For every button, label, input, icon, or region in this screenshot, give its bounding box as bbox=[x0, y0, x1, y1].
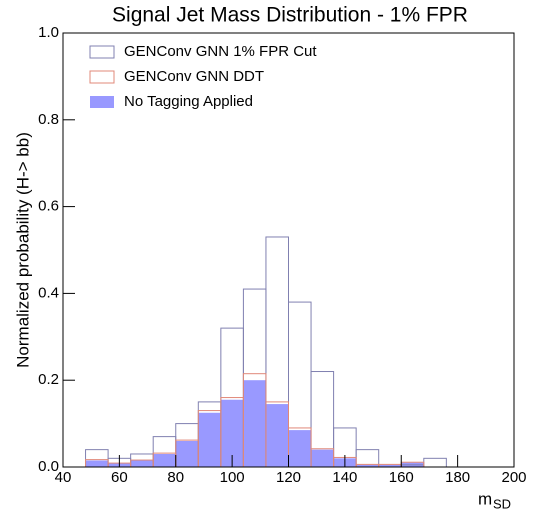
bar bbox=[130, 460, 154, 467]
legend-label: GENConv GNN 1% FPR Cut bbox=[124, 43, 317, 60]
x-tick-label: 80 bbox=[167, 469, 184, 486]
x-tick-label: 40 bbox=[55, 469, 72, 486]
x-tick-label: 160 bbox=[389, 469, 414, 486]
y-tick-label: 0.6 bbox=[38, 198, 59, 215]
bar bbox=[153, 453, 176, 467]
x-tick-label: 100 bbox=[220, 469, 245, 486]
x-tick-label: 140 bbox=[332, 469, 357, 486]
legend-swatch bbox=[90, 96, 114, 108]
x-axis-label-sub: SD bbox=[493, 496, 511, 511]
x-tick-label: 180 bbox=[445, 469, 470, 486]
legend-label: GENConv GNN DDT bbox=[124, 68, 264, 85]
legend-swatch bbox=[89, 70, 115, 84]
bar bbox=[423, 457, 447, 468]
x-axis-label: m bbox=[478, 489, 492, 508]
y-tick-label: 0.0 bbox=[38, 458, 59, 475]
y-axis-label: Normalized probability (H-> bb) bbox=[13, 132, 32, 368]
legend-label: No Tagging Applied bbox=[124, 93, 253, 110]
x-tick-label: 120 bbox=[276, 469, 301, 486]
bar bbox=[243, 380, 266, 467]
bar bbox=[288, 430, 312, 467]
chart-title: Signal Jet Mass Distribution - 1% FPR bbox=[112, 4, 468, 27]
bar bbox=[175, 440, 199, 467]
bar bbox=[220, 399, 244, 467]
y-tick-label: 0.2 bbox=[38, 371, 59, 388]
bar bbox=[85, 460, 109, 467]
legend-swatch bbox=[89, 45, 115, 59]
y-tick-label: 0.4 bbox=[38, 284, 59, 301]
bar bbox=[378, 464, 402, 467]
x-tick-label: 200 bbox=[501, 469, 526, 486]
bar bbox=[198, 412, 221, 467]
bar bbox=[356, 464, 379, 467]
bar bbox=[265, 404, 289, 467]
y-tick-label: 0.8 bbox=[38, 111, 59, 128]
bar bbox=[311, 449, 334, 467]
x-tick-label: 60 bbox=[111, 469, 128, 486]
y-tick-label: 1.0 bbox=[38, 24, 59, 41]
